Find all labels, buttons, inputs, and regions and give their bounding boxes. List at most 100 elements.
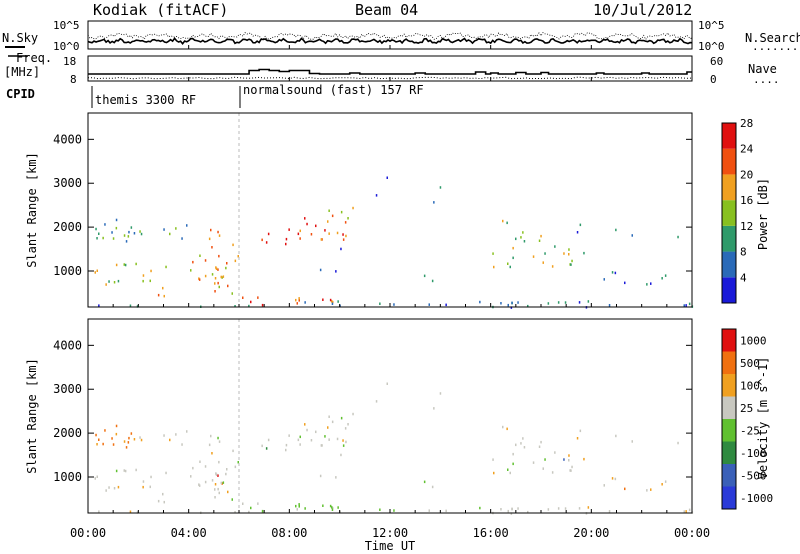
x-axis-label: Time UT <box>365 539 416 553</box>
noise-left-tick-high: 10^5 <box>53 19 80 32</box>
velocity-cell <box>198 483 200 486</box>
power-cell <box>344 221 347 224</box>
power-cell <box>340 247 342 251</box>
power-cell <box>352 206 354 210</box>
power-cell <box>507 303 509 307</box>
velocity-cell <box>568 459 570 462</box>
power-cell <box>175 227 177 230</box>
power-cell <box>297 232 300 236</box>
power-y-ticks: 1000 2000 3000 4000 <box>53 132 692 278</box>
velocity-cell <box>331 420 334 424</box>
power-cell <box>520 236 522 239</box>
power-colorbar-tick: 8 <box>740 246 747 259</box>
power-cell <box>328 232 330 235</box>
velocity-colorbar-label: Velocity [m s^-1] <box>756 357 770 480</box>
velocity-colorbar-swatch <box>722 351 736 374</box>
velocity-cell <box>234 511 236 514</box>
velocity-cell <box>296 508 298 511</box>
power-cell <box>517 301 519 304</box>
velocity-cell <box>352 412 354 416</box>
power-colorbar-swatch <box>722 123 736 149</box>
power-cell <box>225 266 227 270</box>
velocity-cell <box>123 440 126 443</box>
velocity-cell <box>527 510 529 514</box>
power-cell <box>347 217 349 220</box>
power-cell <box>568 253 570 256</box>
velocity-cell <box>512 452 514 456</box>
power-cell <box>661 277 663 280</box>
power-panel <box>87 112 693 308</box>
power-cell <box>624 281 626 285</box>
velocity-cell <box>661 483 663 486</box>
velocity-cell <box>579 429 582 433</box>
power-cell <box>564 301 567 304</box>
power-cell <box>261 303 264 307</box>
noise-panel <box>87 20 693 50</box>
velocity-cell <box>683 510 685 513</box>
power-cell <box>198 278 201 281</box>
nsky-label: N.Sky <box>2 31 38 45</box>
power-cell <box>337 300 339 303</box>
velocity-cell <box>127 441 130 444</box>
x-tick-label: 08:00 <box>271 526 307 540</box>
nsky-trace <box>87 37 693 45</box>
power-colorbar: 4 8 12 16 20 24 28 <box>721 117 754 304</box>
power-cell <box>340 210 343 214</box>
velocity-cell <box>571 465 573 469</box>
power-cell <box>492 252 494 255</box>
power-cell <box>664 274 667 277</box>
velocity-cell <box>265 447 268 450</box>
power-cell <box>544 252 546 255</box>
power-cell <box>324 229 326 232</box>
power-cell <box>328 209 330 212</box>
power-cell <box>320 238 323 241</box>
power-cell <box>242 296 244 299</box>
velocity-cell <box>563 458 565 461</box>
velocity-cell <box>532 461 535 464</box>
power-cell <box>327 220 329 223</box>
power-cell <box>232 243 234 247</box>
velocity-cell <box>98 438 100 441</box>
velocity-cell <box>297 438 300 442</box>
power-cell <box>570 263 572 266</box>
velocity-cell <box>315 430 317 434</box>
velocity-cell <box>428 509 430 512</box>
velocity-cell <box>587 506 590 509</box>
freq-right-tick-low: 0 <box>710 73 717 86</box>
power-cell <box>512 256 514 260</box>
power-cell <box>162 286 164 290</box>
power-cell <box>214 290 216 293</box>
x-tick-label: 16:00 <box>473 526 509 540</box>
power-ytick-label: 4000 <box>53 132 82 146</box>
velocity-cell <box>299 435 301 439</box>
velocity-cell <box>135 468 137 472</box>
velocity-cell <box>261 444 263 448</box>
x-tick-label: 00:00 <box>674 526 710 540</box>
power-cell <box>105 283 107 286</box>
velocity-cell <box>222 481 225 484</box>
cpid-segment-1: themis 3300 RF <box>95 93 196 107</box>
velocity-cell <box>337 506 339 509</box>
power-ylabel: Slant Range [km] <box>25 152 39 268</box>
nsearch-legend-dots: ........ <box>752 40 800 53</box>
nave-label: Nave <box>748 62 777 76</box>
power-cell <box>342 233 344 236</box>
velocity-cell <box>108 486 110 489</box>
velocity-cell <box>285 448 287 452</box>
x-tick-label: 12:00 <box>372 526 408 540</box>
power-cell <box>578 301 581 304</box>
velocity-cell <box>113 487 116 490</box>
power-cell <box>532 255 535 258</box>
velocity-colorbar-swatch <box>722 464 736 487</box>
power-cell <box>677 235 679 239</box>
velocity-cell <box>149 485 151 489</box>
velocity-cell <box>502 425 504 429</box>
power-cell <box>310 233 313 236</box>
power-cell <box>123 263 125 266</box>
power-cell <box>96 269 98 272</box>
nsearch-label: N.Search <box>745 31 800 45</box>
velocity-cell <box>344 427 347 430</box>
power-cell <box>217 268 219 271</box>
velocity-cell <box>329 504 332 508</box>
power-cell <box>423 274 426 278</box>
